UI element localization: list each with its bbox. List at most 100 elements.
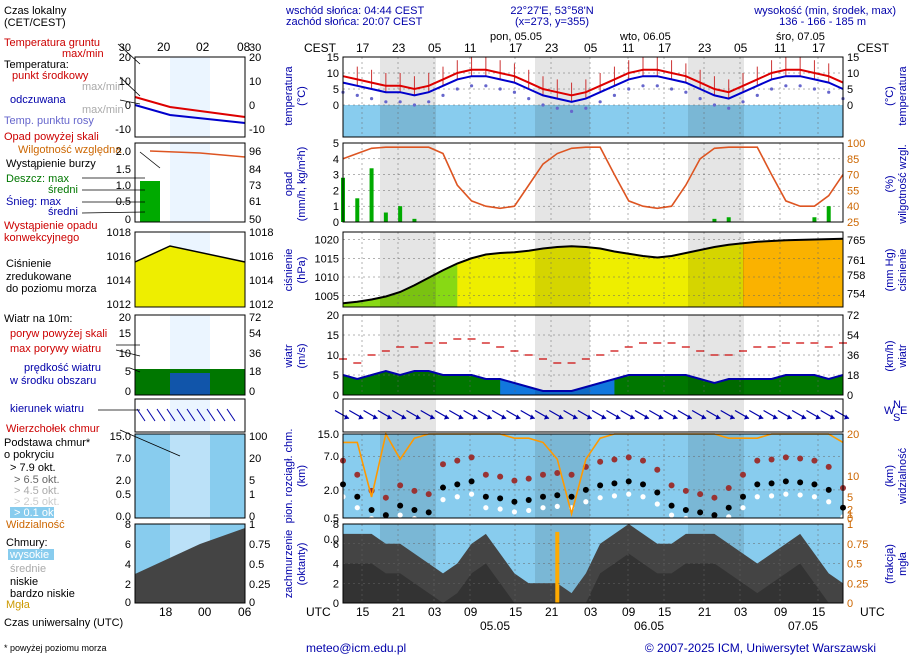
legend-connector — [129, 367, 141, 373]
tick-label: 20 — [249, 52, 261, 64]
cloud-base-dot — [668, 502, 675, 509]
dew-point-dot — [484, 84, 488, 88]
wind-arrow-head — [744, 414, 749, 420]
wind-panel: 0 5 10 15 20 0 18 36 54 72 — [327, 310, 860, 402]
panel-background — [343, 143, 843, 222]
tick-label: 1 — [249, 519, 255, 531]
mini-wind-arrow — [176, 408, 186, 422]
tick-label: 1005 — [315, 291, 339, 303]
tick-label: 0 — [333, 100, 339, 112]
tick-label: 1014 — [107, 275, 131, 287]
tick-label: 761 — [847, 255, 865, 267]
axis-prec-left: opad — [283, 172, 295, 196]
cloud-base-dot — [811, 481, 818, 488]
compass-s: S — [893, 412, 900, 424]
footer-email-link[interactable]: meteo@icm.edu.pl — [306, 641, 406, 655]
tick-label: 754 — [847, 289, 865, 301]
hour-tick-bottom: 21 — [392, 605, 406, 619]
mini-pressure-area — [135, 246, 245, 307]
wind-arrow-head — [829, 414, 835, 420]
tick-label: 20 — [327, 310, 339, 322]
wind-arrow-head — [529, 414, 535, 420]
cloud-base-thin-dot — [426, 517, 432, 524]
night-band — [535, 232, 590, 307]
dew-point-dot — [798, 84, 802, 88]
tick-label: 0 — [125, 386, 131, 398]
legend-okt25: > 2.5 okt. — [14, 496, 60, 508]
hour-tick-top: 11 — [774, 41, 787, 55]
wind-arrow-head — [644, 414, 649, 420]
wind-arrow-head — [358, 414, 364, 420]
panel-border — [342, 433, 844, 519]
dew-point-dot — [427, 100, 431, 104]
legend-max-min: max/min — [82, 81, 124, 93]
tick-label: 1 — [847, 519, 853, 531]
tick-label: 1015 — [315, 253, 339, 265]
cloud-top-dot — [625, 454, 632, 461]
cloud-base-thin-dot — [440, 497, 446, 503]
tick-label: 0.5 — [324, 513, 339, 525]
wind-arrow-head — [429, 414, 435, 420]
cloud-base-thin-dot — [511, 509, 518, 515]
cloud-top-dot — [468, 454, 475, 461]
legend-conv2: konwekcyjnego — [4, 232, 79, 244]
cloud-top-dot — [682, 487, 689, 494]
tick-label: 7.0 — [116, 453, 131, 465]
legend-okt01: > 0.1 okt. — [14, 507, 60, 519]
legend-connector — [119, 99, 141, 105]
tick-label: 72 — [249, 312, 261, 324]
utc-label: Czas uniwersalny (UTC) — [4, 617, 123, 629]
tz-right-label: CEST — [857, 41, 890, 55]
tick-label: 1.0 — [116, 180, 131, 192]
tick-label: 0.25 — [249, 579, 270, 591]
cloud-base-dot — [511, 498, 518, 505]
cloud-top-dot — [597, 458, 604, 465]
legend-connector — [119, 76, 141, 97]
cloud-base-thin-dot — [697, 517, 703, 524]
tick-label: 5 — [249, 475, 255, 487]
wind-speed-line — [342, 369, 844, 392]
hour-tick-bottom: 15 — [812, 605, 826, 619]
legend-snow-avg: średni — [48, 206, 78, 218]
hour-tick-top: 23 — [698, 41, 712, 55]
dew-point-dot — [555, 106, 559, 110]
wind-arrow-head — [544, 414, 549, 420]
tick-label: 0.75 — [847, 539, 868, 551]
hour-tick-top: 05 — [584, 41, 598, 55]
mini-felt-line — [134, 104, 246, 124]
wind-arrow-head — [401, 414, 407, 420]
tick-label: 0 — [333, 390, 339, 402]
cloud-base-dot — [754, 481, 761, 488]
tick-label: 50 — [249, 214, 261, 226]
pressure-panel: 1005 1010 1015 1020 754 758 761 765 — [315, 231, 865, 308]
tick-label: 2 — [333, 185, 339, 197]
panel-border — [342, 398, 844, 433]
legend-okt79: > 7.9 okt. — [10, 462, 56, 474]
wind-arrow-head — [715, 414, 721, 420]
wind-arrow-head — [572, 414, 578, 420]
tick-label: 5 — [333, 370, 339, 382]
sunset-text: zachód słońca: 20:07 CEST — [286, 16, 423, 28]
tick-label: 84 — [249, 164, 261, 176]
legend-cloud-top: Wierzchołek chmur — [6, 423, 100, 435]
tick-label: 30 — [249, 42, 261, 54]
wind-arrow-head — [558, 414, 564, 420]
cloud-base-dot — [454, 481, 461, 488]
night-band — [535, 143, 590, 222]
panel-border — [134, 433, 246, 519]
tick-label: 5 — [125, 366, 131, 378]
dew-point-dot — [698, 97, 702, 101]
precip-bar — [812, 217, 817, 222]
tick-label: 0 — [249, 511, 255, 523]
local-tick: 20 — [157, 40, 171, 54]
utc-right-label: UTC — [860, 605, 885, 619]
cloud-base-dot — [697, 509, 704, 516]
legend-temperature: Temperatura: — [4, 59, 69, 71]
utc-tick: 00 — [198, 605, 212, 619]
local-tick: 08 — [237, 40, 251, 54]
mini-wind-arrow — [216, 408, 226, 422]
hour-tick-top: 17 — [812, 41, 826, 55]
tick-label: 8 — [333, 519, 339, 531]
cloud-base-dot — [682, 506, 689, 513]
wind-arrow-head — [344, 414, 349, 420]
